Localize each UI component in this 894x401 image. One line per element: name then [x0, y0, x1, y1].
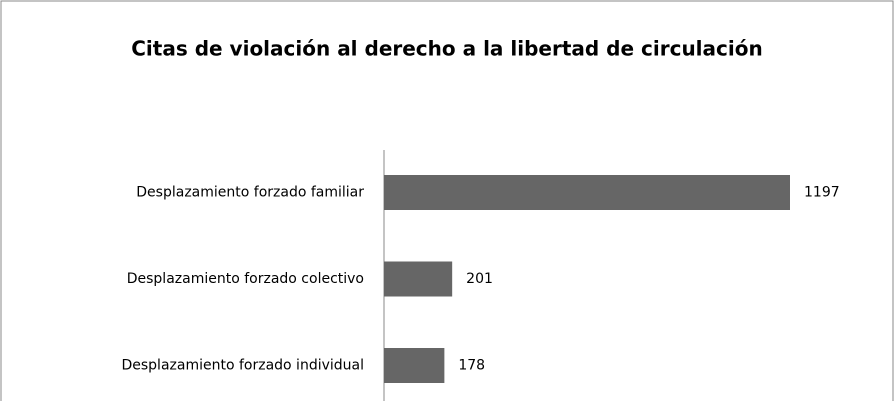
data-label: 201 [466, 271, 493, 287]
bar [384, 175, 790, 210]
bar [384, 348, 445, 383]
category-label: Desplazamiento forzado familiar [136, 185, 364, 201]
data-label: 1197 [804, 185, 840, 201]
chart-title: Citas de violación al derecho a la liber… [131, 37, 762, 61]
bar [384, 261, 453, 297]
category-label: Desplazamiento forzado colectivo [127, 271, 364, 287]
category-label: Desplazamiento forzado individual [121, 358, 364, 374]
data-label: 178 [458, 358, 485, 374]
